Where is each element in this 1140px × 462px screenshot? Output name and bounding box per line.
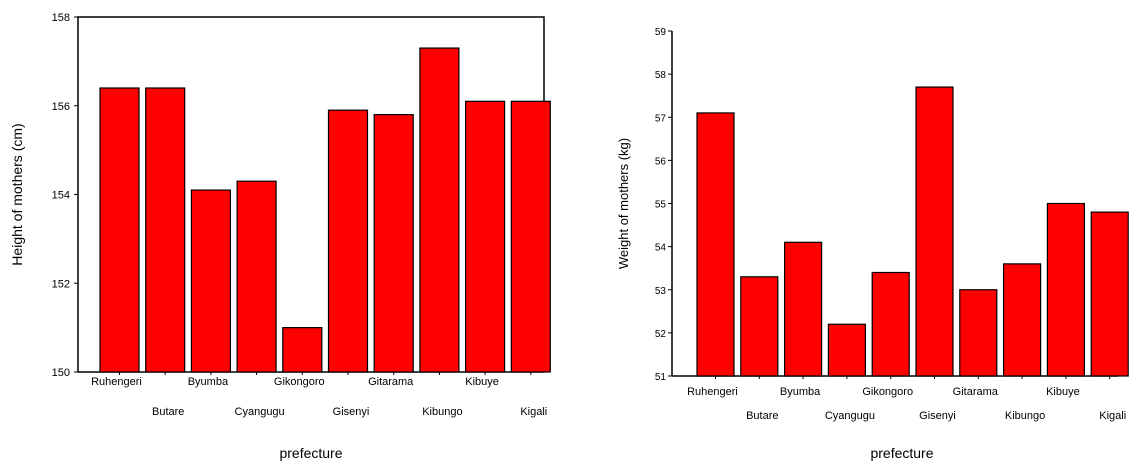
bar-kigali	[510, 100, 551, 373]
x-tick-label: Cyangugu	[825, 410, 875, 422]
bar-byumba	[190, 189, 231, 373]
bar-ruhengeri	[696, 112, 735, 377]
y-tick-label: 53	[655, 286, 667, 297]
bar-kibuye	[1046, 202, 1086, 377]
bar-butare	[145, 87, 186, 373]
y-tick-label: 54	[655, 243, 667, 254]
x-tick-label: Ruhengeri	[91, 376, 142, 388]
y-tick-label: 59	[655, 27, 667, 38]
bar-byumba	[783, 241, 823, 377]
x-tick-label: Gikongoro	[862, 386, 913, 398]
x-axis-label: prefecture	[279, 445, 342, 461]
bar-gikongoro	[871, 271, 910, 377]
y-tick-label: 154	[52, 190, 70, 202]
x-tick-label: Byumba	[780, 386, 821, 398]
bar-cyangugu	[827, 323, 867, 377]
x-tick-label: Gisenyi	[333, 406, 370, 418]
bar-gisenyi	[327, 109, 369, 373]
x-tick-label: Butare	[152, 406, 184, 418]
x-tick-label: Ruhengeri	[687, 386, 738, 398]
chart-1: 150 152 154 156 158 Ruhengeri Butare Byumba Cyan…	[9, 12, 551, 461]
x-tick-label: Kigali	[1099, 410, 1126, 422]
y-axis-label: Weight of mothers (kg)	[616, 138, 631, 269]
x-tick-label: Butare	[746, 410, 778, 422]
bar-kibuye	[465, 100, 506, 373]
bar-gitarama	[959, 289, 998, 377]
x-tick-label: Kibungo	[1005, 410, 1045, 422]
y-tick-label: 152	[52, 278, 70, 290]
x-tick-label: Kibungo	[422, 406, 462, 418]
x-tick-label: Gikongoro	[274, 376, 325, 388]
y-axis-label: Height of mothers (cm)	[9, 123, 25, 265]
x-axis-label: prefecture	[870, 445, 933, 461]
bar-butare	[740, 276, 779, 377]
bar-kibungo	[1002, 263, 1042, 377]
y-tick-label: 55	[655, 200, 667, 211]
y-tick-label: 150	[52, 367, 70, 379]
x-tick-label: Cyangugu	[235, 406, 285, 418]
y-tick-label: 58	[655, 70, 667, 81]
y-tick-label: 52	[655, 329, 667, 340]
bar-ruhengeri	[99, 87, 140, 373]
x-tick-label: Byumba	[188, 376, 229, 388]
bar-gikongoro	[282, 327, 323, 373]
x-tick-label: Kibuye	[1046, 386, 1080, 398]
y-tick-label: 56	[655, 156, 667, 167]
bar-cyangugu	[236, 180, 277, 373]
x-tick-label: Gitarama	[368, 376, 414, 388]
x-tick-label: Gisenyi	[919, 410, 956, 422]
bar-kibungo	[419, 47, 460, 373]
y-tick-label: 156	[52, 101, 70, 113]
x-tick-label: Kigali	[520, 406, 547, 418]
y-tick-label: 51	[655, 372, 667, 383]
bar-gisenyi	[915, 86, 954, 377]
y-tick-label: 57	[655, 113, 667, 124]
x-tick-label: Gitarama	[953, 386, 999, 398]
x-tick-label: Kibuye	[465, 376, 499, 388]
bar-kigali	[1090, 211, 1129, 377]
y-tick-label: 158	[52, 12, 70, 24]
bar-gitarama	[373, 114, 414, 373]
